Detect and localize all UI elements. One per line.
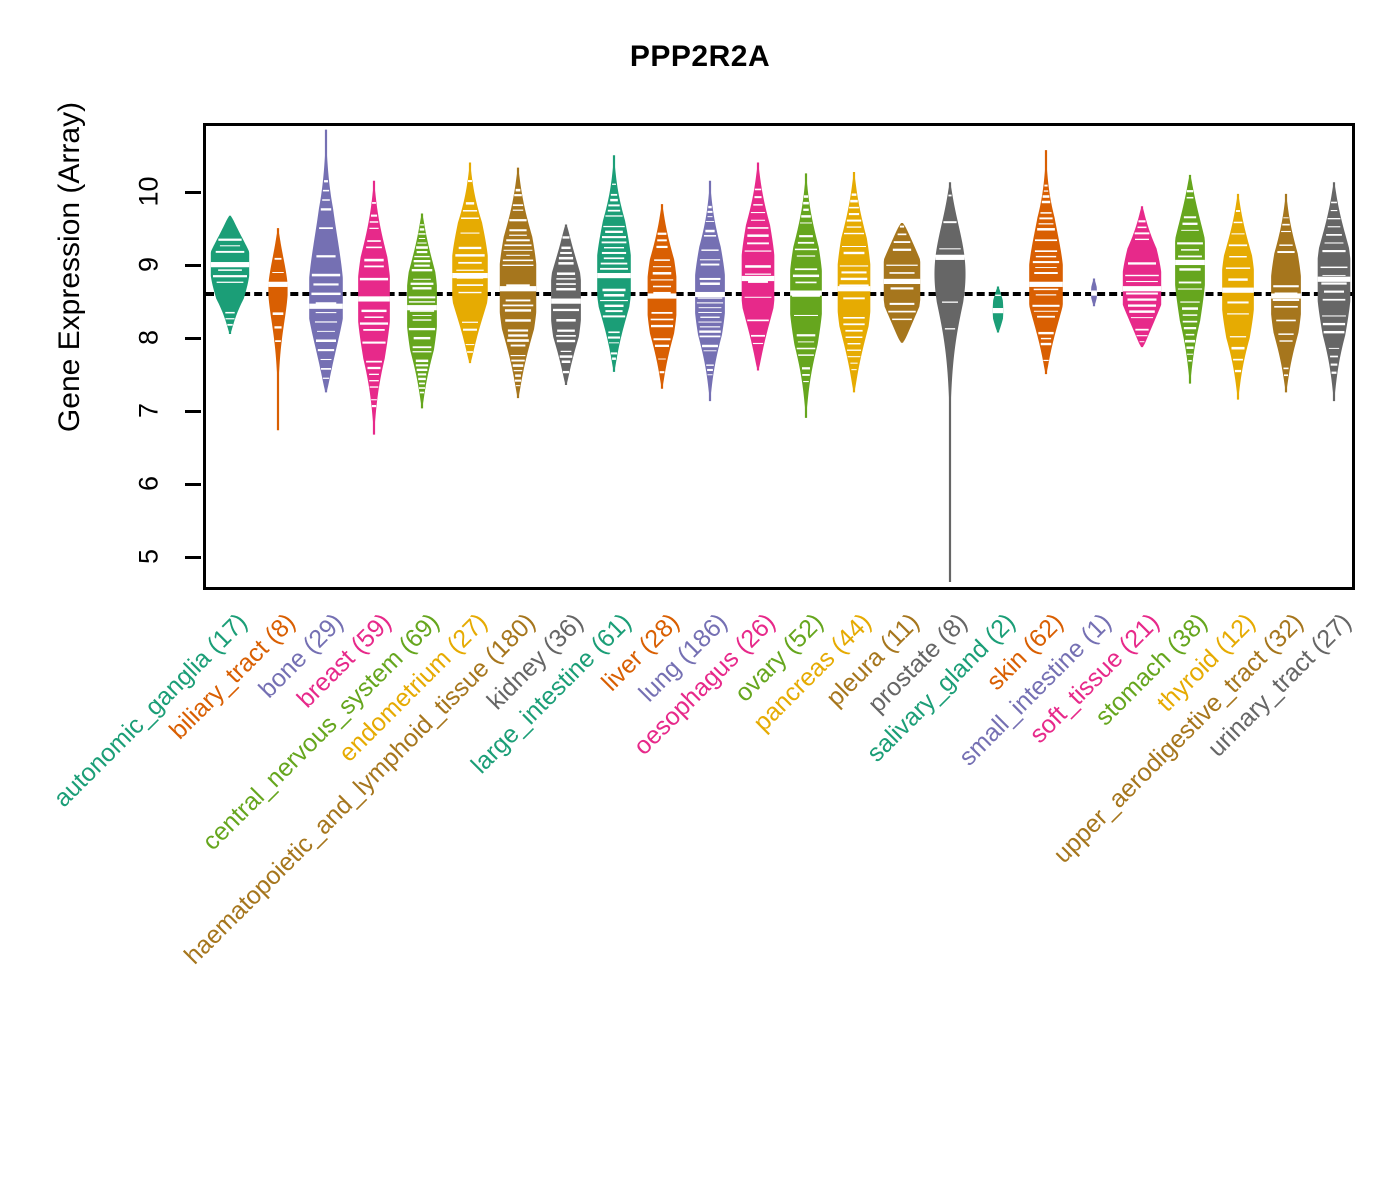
beeswarm-rows bbox=[272, 257, 284, 342]
beeswarm-rows bbox=[455, 180, 485, 353]
violin-small_intestine[interactable] bbox=[1070, 126, 1118, 587]
median-band bbox=[358, 296, 390, 302]
y-tick-mark bbox=[185, 482, 201, 486]
beeswarm-rows bbox=[839, 193, 869, 371]
violin-oesophagus[interactable] bbox=[734, 126, 782, 587]
violin-liver[interactable] bbox=[638, 126, 686, 587]
y-tick-label-7: 7 bbox=[133, 403, 164, 419]
violin-body bbox=[309, 129, 343, 393]
violin-pancreas[interactable] bbox=[830, 126, 878, 587]
beeswarm-rows bbox=[744, 188, 772, 345]
violin-haematopoietic_and_lymphoid_tissue[interactable] bbox=[494, 126, 542, 587]
violin-body bbox=[210, 215, 250, 334]
beeswarm-rows bbox=[696, 205, 724, 376]
violin-upper_aerodigestive_tract[interactable] bbox=[1262, 126, 1310, 587]
beeswarm-rows bbox=[408, 224, 436, 394]
violin-kidney[interactable] bbox=[542, 126, 590, 587]
violin-ovary[interactable] bbox=[782, 126, 830, 587]
violin-body bbox=[934, 182, 966, 583]
beeswarm-rows bbox=[1032, 184, 1060, 362]
y-tick-label-5: 5 bbox=[133, 549, 164, 565]
median-band bbox=[1091, 290, 1097, 296]
median-band bbox=[1122, 286, 1162, 292]
violin-body bbox=[499, 167, 537, 399]
violin-autonomic_ganglia[interactable] bbox=[206, 126, 254, 587]
median-band bbox=[551, 298, 581, 304]
median-band bbox=[883, 278, 921, 285]
median-band bbox=[268, 281, 288, 287]
y-tick-mark bbox=[185, 336, 201, 340]
plot-area bbox=[203, 123, 1355, 590]
median-band bbox=[210, 262, 250, 268]
violin-central_nervous_system[interactable] bbox=[398, 126, 446, 587]
violin-endometrium[interactable] bbox=[446, 126, 494, 587]
beeswarm-rows bbox=[1320, 201, 1348, 374]
median-band bbox=[741, 275, 775, 282]
violin-soft_tissue[interactable] bbox=[1118, 126, 1166, 587]
y-tick-label-6: 6 bbox=[133, 476, 164, 492]
median-band bbox=[309, 303, 343, 309]
violin-pleura[interactable] bbox=[878, 126, 926, 587]
violin-breast[interactable] bbox=[350, 126, 398, 587]
beeswarm-rows bbox=[213, 238, 247, 326]
violin-body bbox=[695, 180, 725, 402]
y-axis-label: Gene Expression (Array) bbox=[53, 101, 86, 433]
median-band bbox=[837, 286, 871, 292]
beeswarm-rows bbox=[1272, 217, 1300, 377]
median-band bbox=[1271, 293, 1301, 299]
y-tick-mark bbox=[185, 190, 201, 194]
y-tick-label-10: 10 bbox=[133, 176, 164, 207]
violin-prostate[interactable] bbox=[926, 126, 974, 587]
chart-title: PPP2R2A bbox=[629, 40, 771, 73]
beeswarm-rows bbox=[939, 194, 961, 330]
median-band bbox=[790, 290, 822, 296]
median-band bbox=[1029, 281, 1063, 287]
violin-body bbox=[1175, 174, 1205, 384]
beeswarm-rows bbox=[1177, 190, 1203, 362]
median-band bbox=[407, 305, 437, 311]
violin-skin[interactable] bbox=[1022, 126, 1070, 587]
violin-large_intestine[interactable] bbox=[590, 126, 638, 587]
median-band bbox=[597, 272, 631, 279]
violin-salivary_gland[interactable] bbox=[974, 126, 1022, 587]
violin-body bbox=[1222, 193, 1254, 400]
beeswarm-rows bbox=[650, 232, 674, 374]
violin-bone[interactable] bbox=[302, 126, 350, 587]
median-band bbox=[647, 293, 677, 299]
violin-urinary_tract[interactable] bbox=[1310, 126, 1352, 587]
violin-body bbox=[358, 180, 390, 435]
beeswarm-rows bbox=[359, 202, 389, 408]
median-band bbox=[1222, 287, 1254, 293]
violin-biliary_tract[interactable] bbox=[254, 126, 302, 587]
violin-body bbox=[551, 224, 581, 386]
y-tick-mark bbox=[185, 555, 201, 559]
reference-line bbox=[206, 292, 1352, 297]
beeswarm-rows bbox=[311, 180, 341, 379]
median-band bbox=[695, 291, 725, 298]
violin-body bbox=[268, 228, 288, 431]
x-axis-label-autonomic_ganglia[interactable]: autonomic_ganglia (17) bbox=[48, 608, 253, 813]
y-tick-mark bbox=[185, 263, 201, 267]
violin-thyroid[interactable] bbox=[1214, 126, 1262, 587]
y-tick-label-8: 8 bbox=[133, 330, 164, 346]
y-tick-label-9: 9 bbox=[133, 257, 164, 273]
plot-inner bbox=[206, 126, 1352, 587]
median-band bbox=[452, 272, 488, 279]
violin-body bbox=[837, 171, 871, 393]
violin-stomach[interactable] bbox=[1166, 126, 1214, 587]
beeswarm-rows bbox=[502, 188, 534, 387]
violin-lung[interactable] bbox=[686, 126, 734, 587]
median-band bbox=[1317, 276, 1351, 282]
median-band bbox=[1175, 259, 1205, 266]
median-band bbox=[499, 286, 537, 292]
median-band bbox=[935, 254, 965, 260]
median-band bbox=[992, 308, 1004, 314]
y-tick-mark bbox=[185, 409, 201, 413]
beeswarm-rows bbox=[552, 236, 580, 374]
